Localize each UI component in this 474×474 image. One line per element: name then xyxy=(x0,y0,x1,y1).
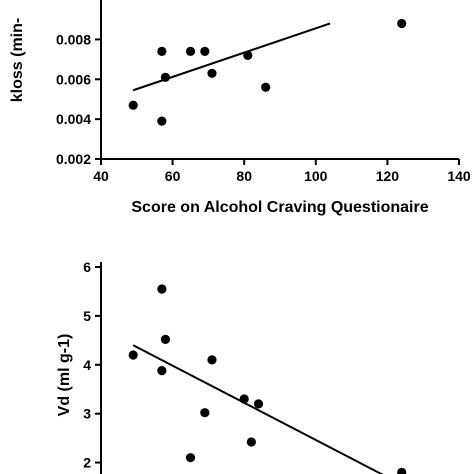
top-x-tick-label: 60 xyxy=(165,168,181,184)
bottom-data-point xyxy=(207,355,217,365)
bottom-y-axis-title: Vd (ml g-1) xyxy=(56,334,73,417)
bottom-ticks: 2 3 4 5 6 xyxy=(83,259,101,471)
bottom-data-point xyxy=(185,453,196,463)
bottom-y-tick-label: 5 xyxy=(83,308,91,324)
chart-top: 0.002 0.004 0.006 0.008 40 60 80 100 120 140 Scor… xyxy=(9,0,471,216)
top-x-axis-title: Score on Alcohol Craving Questionaire xyxy=(131,199,428,216)
top-x-tick-label: 80 xyxy=(236,168,252,184)
top-data-point xyxy=(397,18,407,29)
top-x-tick-label: 100 xyxy=(304,168,328,184)
bottom-y-tick-label: 3 xyxy=(83,406,91,422)
top-y-tick-label: 0.004 xyxy=(56,111,91,127)
top-y-tick-label: 0.008 xyxy=(56,31,91,47)
top-data-point xyxy=(200,46,210,56)
top-y-tick-label: 0.006 xyxy=(56,71,91,87)
top-x-tick-label: 40 xyxy=(93,168,109,184)
bottom-points xyxy=(128,284,407,474)
top-y-tick-label: 0.002 xyxy=(56,151,91,167)
bottom-y-tick-label: 4 xyxy=(83,357,91,373)
top-data-point xyxy=(207,68,217,78)
bottom-data-point xyxy=(128,350,138,360)
top-data-point xyxy=(157,116,167,126)
bottom-data-point xyxy=(397,467,407,474)
top-data-point xyxy=(160,72,171,82)
bottom-data-point xyxy=(246,437,256,447)
bottom-regression-line xyxy=(132,344,384,474)
top-y-axis-title: kloss (min- xyxy=(9,18,26,102)
top-data-point xyxy=(157,46,167,56)
bottom-data-point xyxy=(253,399,264,409)
top-x-tick-label: 120 xyxy=(376,168,400,184)
bottom-y-tick-label: 6 xyxy=(83,259,91,275)
bottom-y-tick-label: 2 xyxy=(83,455,91,471)
bottom-data-point xyxy=(157,366,167,376)
bottom-data-point xyxy=(157,284,167,294)
bottom-data-point xyxy=(160,334,171,344)
bottom-data-point xyxy=(239,394,249,404)
top-data-point xyxy=(185,46,196,56)
top-x-tick-label: 140 xyxy=(447,168,471,184)
top-ticks: 0.002 0.004 0.006 0.008 40 60 80 100 120 140 xyxy=(56,31,471,184)
top-data-point xyxy=(243,50,253,60)
top-points xyxy=(128,18,407,126)
top-data-point xyxy=(128,100,138,110)
bottom-data-point xyxy=(200,408,210,418)
top-data-point xyxy=(261,82,271,92)
chart-bottom: 2 3 4 5 6 Vd (ml g-1) xyxy=(56,259,407,474)
